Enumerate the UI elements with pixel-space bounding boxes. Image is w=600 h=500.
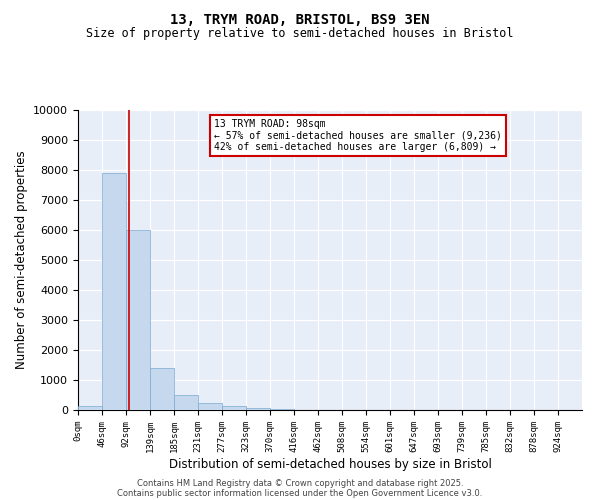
Bar — [270, 409, 294, 410]
X-axis label: Distribution of semi-detached houses by size in Bristol: Distribution of semi-detached houses by … — [169, 458, 491, 470]
Y-axis label: Number of semi-detached properties: Number of semi-detached properties — [15, 150, 28, 370]
Text: Size of property relative to semi-detached houses in Bristol: Size of property relative to semi-detach… — [86, 28, 514, 40]
Bar — [246, 408, 270, 410]
Text: Contains HM Land Registry data © Crown copyright and database right 2025.: Contains HM Land Registry data © Crown c… — [137, 478, 463, 488]
Bar — [198, 402, 222, 410]
Bar — [126, 230, 150, 410]
Text: 13, TRYM ROAD, BRISTOL, BS9 3EN: 13, TRYM ROAD, BRISTOL, BS9 3EN — [170, 12, 430, 26]
Bar — [102, 173, 126, 410]
Bar — [174, 395, 198, 410]
Bar — [150, 368, 174, 410]
Bar — [222, 406, 246, 410]
Text: 13 TRYM ROAD: 98sqm
← 57% of semi-detached houses are smaller (9,236)
42% of sem: 13 TRYM ROAD: 98sqm ← 57% of semi-detach… — [214, 119, 502, 152]
Text: Contains public sector information licensed under the Open Government Licence v3: Contains public sector information licen… — [118, 488, 482, 498]
Bar — [78, 406, 102, 410]
